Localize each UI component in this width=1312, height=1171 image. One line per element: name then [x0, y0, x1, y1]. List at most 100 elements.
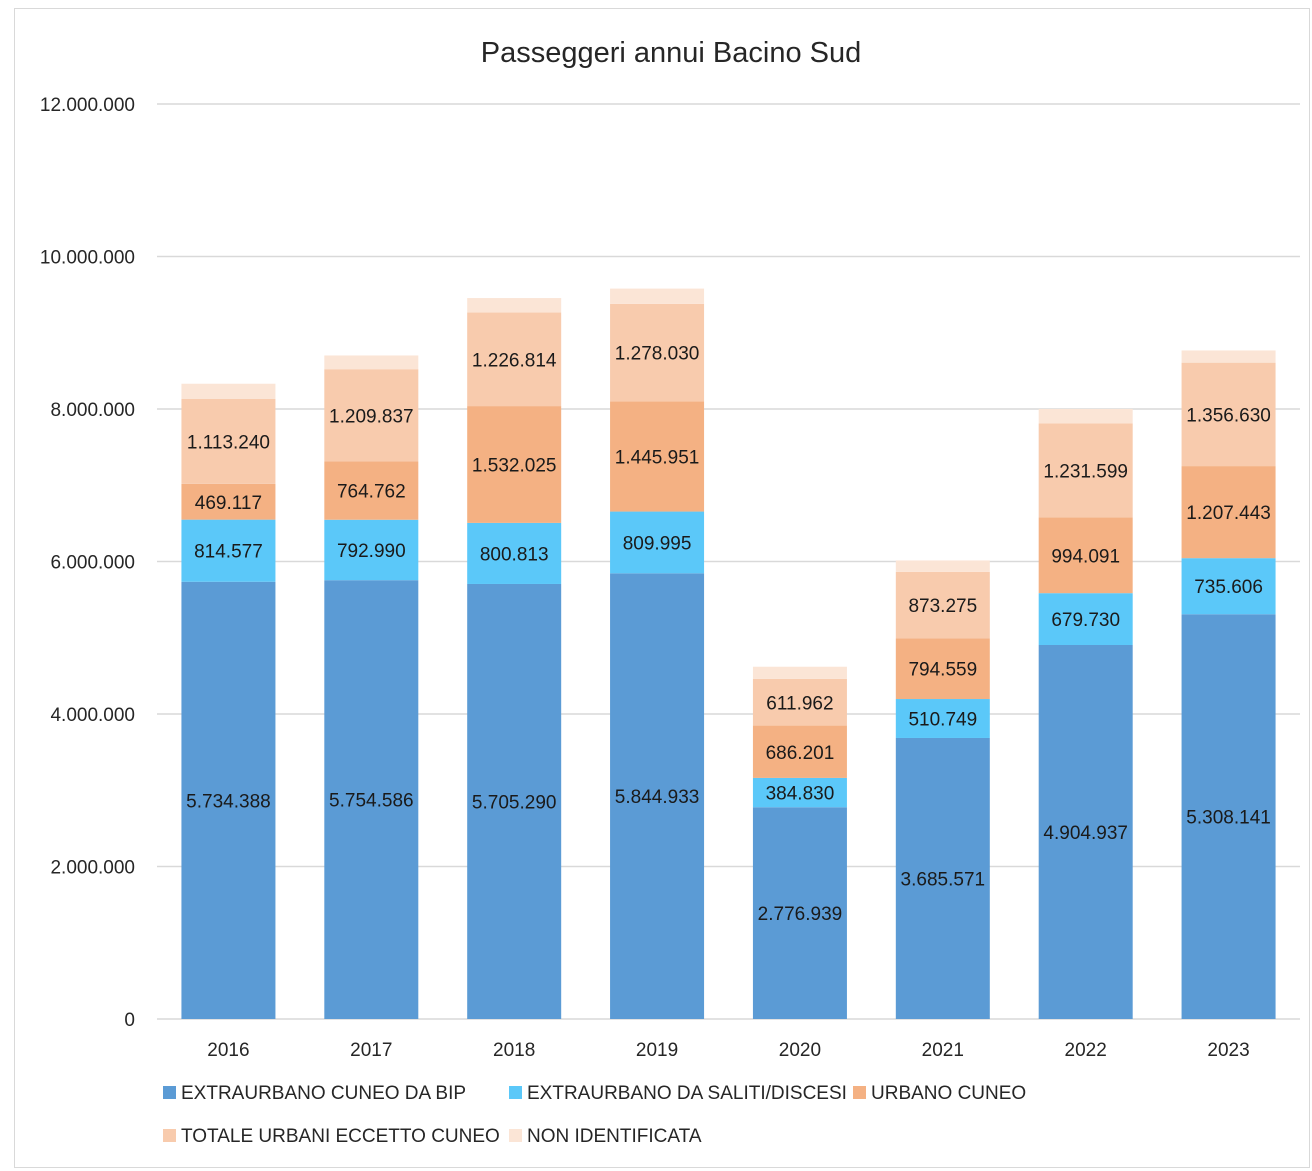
- y-tick-label: 4.000.000: [50, 705, 135, 726]
- y-tick-label: 12.000.000: [40, 95, 135, 116]
- bar-segment: [467, 298, 562, 313]
- legend-label: EXTRAURBANO CUNEO DA BIP: [181, 1083, 466, 1104]
- data-label: 1.226.814: [472, 350, 557, 371]
- data-label: 1.113.240: [187, 432, 270, 453]
- legend-swatch: [509, 1129, 522, 1142]
- bar-segment: [467, 406, 562, 523]
- x-tick-label: 2017: [350, 1040, 392, 1061]
- bar-segment: [895, 638, 990, 700]
- legend-label: NON IDENTIFICATA: [527, 1126, 702, 1147]
- bar-segment: [1181, 362, 1276, 467]
- bar-segment: [1181, 466, 1276, 559]
- bars: [181, 288, 1276, 1019]
- x-tick-label: 2022: [1065, 1040, 1107, 1061]
- legend-label: EXTRAURBANO DA SALITI/DISCESI: [527, 1083, 847, 1104]
- bar-segment: [467, 583, 562, 1019]
- y-tick-label: 10.000.000: [40, 248, 135, 269]
- data-label: 1.231.599: [1043, 461, 1128, 482]
- legend-swatch: [509, 1086, 522, 1099]
- bar-segment: [181, 483, 276, 520]
- data-label: 679.730: [1051, 610, 1120, 631]
- legend: EXTRAURBANO CUNEO DA BIP EXTRAURBANO DA S…: [163, 1083, 1026, 1147]
- data-label: 2.776.939: [758, 904, 843, 925]
- data-label: 5.844.933: [615, 787, 700, 808]
- data-label: 1.278.030: [615, 344, 700, 365]
- data-label: 1.445.951: [615, 447, 700, 468]
- bar-segment: [1038, 644, 1133, 1019]
- data-label: 794.559: [908, 660, 977, 681]
- data-label: 814.577: [194, 542, 263, 563]
- bar-segment: [181, 398, 276, 484]
- data-label: 5.308.141: [1186, 808, 1271, 829]
- chart-title: Passeggeri annui Bacino Sud: [481, 37, 861, 69]
- x-tick-label: 2019: [636, 1040, 678, 1061]
- data-label: 686.201: [766, 743, 835, 764]
- bar-segment: [1038, 408, 1133, 424]
- bar-segment: [610, 288, 705, 304]
- bar-segment: [181, 581, 276, 1019]
- data-label: 611.962: [766, 693, 833, 714]
- data-label: 510.749: [908, 710, 977, 731]
- legend-swatch: [163, 1129, 176, 1142]
- bar-segment: [467, 522, 562, 584]
- data-label: 5.734.388: [186, 791, 271, 812]
- bar-segment: [324, 355, 419, 370]
- bar-segment: [181, 519, 276, 582]
- data-label: 3.685.571: [901, 869, 986, 890]
- data-label: 792.990: [337, 541, 406, 562]
- x-tick-label: 2020: [779, 1040, 821, 1061]
- legend-label: TOTALE URBANI ECCETTO CUNEO: [181, 1126, 500, 1147]
- bar-segment: [610, 401, 705, 512]
- x-tick-label: 2021: [922, 1040, 964, 1061]
- data-labels: 5.734.388 814.577 469.117 1.113.240 5.754.58…: [186, 344, 1271, 926]
- legend-swatch: [163, 1086, 176, 1099]
- bar-segment: [324, 369, 419, 462]
- data-label: 994.091: [1051, 546, 1120, 567]
- x-tick-label: 2018: [493, 1040, 535, 1061]
- data-label: 764.762: [337, 482, 406, 503]
- bar-segment: [610, 511, 705, 574]
- data-label: 873.275: [908, 596, 977, 617]
- bar-segment: [467, 312, 562, 407]
- data-label: 384.830: [766, 784, 835, 805]
- bar-segment: [324, 519, 419, 581]
- data-label: 1.209.837: [329, 406, 414, 427]
- legend-swatch: [853, 1086, 866, 1099]
- bar-segment: [895, 571, 990, 639]
- bar-segment: [752, 725, 847, 778]
- bar-segment: [895, 560, 990, 572]
- data-label: 1.356.630: [1186, 405, 1271, 426]
- bar-segment: [752, 777, 847, 808]
- bar-segment: [1038, 517, 1133, 594]
- y-tick-label: 8.000.000: [50, 400, 135, 421]
- y-axis: 0 2.000.000 4.000.000 6.000.000 8.000.000 10.…: [40, 95, 135, 1031]
- y-tick-label: 2.000.000: [50, 858, 135, 879]
- bar-segment: [752, 678, 847, 726]
- legend-label: URBANO CUNEO: [871, 1083, 1026, 1104]
- bar-segment: [752, 666, 847, 679]
- data-label: 809.995: [623, 533, 692, 554]
- bar-segment: [1038, 593, 1133, 645]
- bar-segment: [1181, 614, 1276, 1019]
- bar-segment: [610, 573, 705, 1019]
- bar-segment: [1181, 558, 1276, 615]
- y-tick-label: 6.000.000: [50, 553, 135, 574]
- y-tick-label: 0: [124, 1010, 135, 1031]
- bar-segment: [610, 303, 705, 402]
- bar-segment: [181, 383, 276, 399]
- bar-segment: [324, 461, 419, 520]
- data-label: 1.207.443: [1186, 503, 1271, 524]
- bar-segment: [1181, 350, 1276, 363]
- data-label: 735.606: [1194, 577, 1263, 598]
- x-tick-label: 2016: [207, 1040, 249, 1061]
- bar-segment: [895, 699, 990, 738]
- data-label: 5.754.586: [329, 791, 414, 812]
- x-tick-label: 2023: [1207, 1040, 1249, 1061]
- bar-segment: [752, 807, 847, 1019]
- bar-segment: [1038, 423, 1133, 518]
- bar-segment: [895, 737, 990, 1019]
- data-label: 1.532.025: [472, 456, 557, 477]
- data-label: 4.904.937: [1043, 823, 1128, 844]
- data-label: 800.813: [480, 544, 549, 565]
